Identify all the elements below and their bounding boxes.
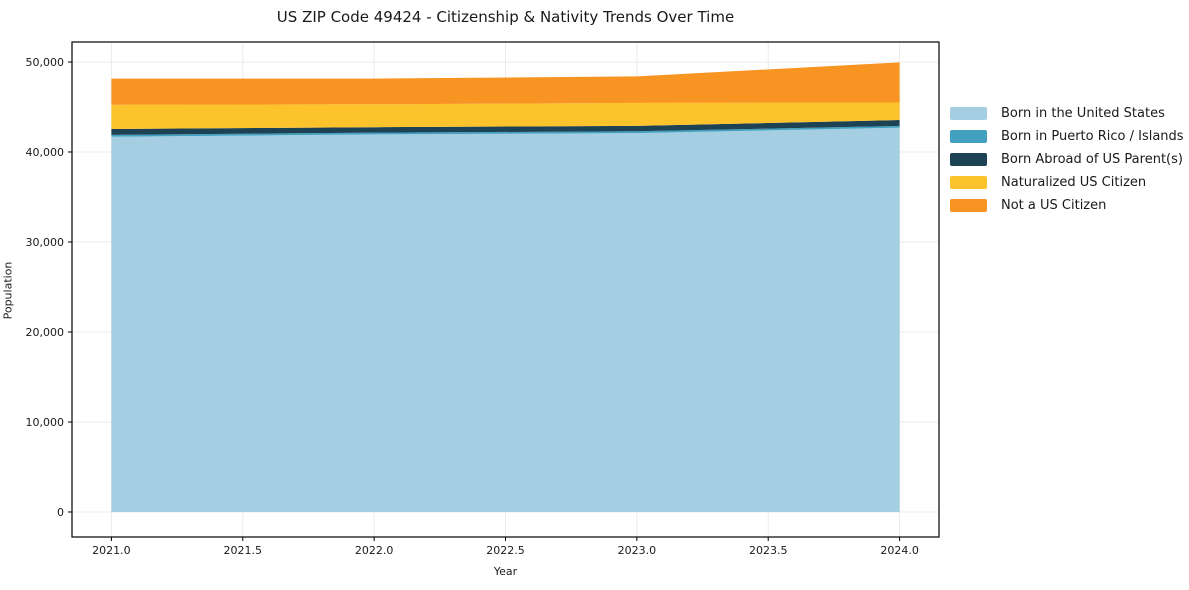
chart-title: US ZIP Code 49424 - Citizenship & Nativi… bbox=[276, 8, 735, 26]
legend: Born in the United States Born in Puerto… bbox=[950, 102, 1184, 217]
legend-item: Born in the United States bbox=[950, 102, 1184, 125]
legend-swatch-icon bbox=[950, 153, 987, 166]
y-tick-label: 10,000 bbox=[26, 416, 65, 429]
x-tick-label: 2021.5 bbox=[224, 544, 263, 557]
x-axis-label: Year bbox=[493, 565, 518, 578]
x-tick-label: 2021.0 bbox=[92, 544, 131, 557]
legend-item: Naturalized US Citizen bbox=[950, 171, 1184, 194]
legend-label: Born in Puerto Rico / Islands bbox=[1001, 129, 1184, 144]
area-series bbox=[111, 102, 900, 129]
legend-swatch-icon bbox=[950, 130, 987, 143]
y-tick-label: 0 bbox=[57, 506, 64, 519]
area-series bbox=[111, 125, 900, 137]
legend-label: Not a US Citizen bbox=[1001, 198, 1107, 213]
y-axis-label: Population bbox=[1, 261, 15, 320]
y-tick-label: 20,000 bbox=[26, 326, 65, 339]
y-tick-label: 50,000 bbox=[26, 56, 65, 69]
x-tick-label: 2023.0 bbox=[618, 544, 657, 557]
y-tick-label: 40,000 bbox=[26, 146, 65, 159]
x-tick-label: 2023.5 bbox=[749, 544, 788, 557]
legend-label: Born Abroad of US Parent(s) bbox=[1001, 152, 1183, 167]
area-series bbox=[111, 62, 900, 105]
x-tick-label: 2022.5 bbox=[486, 544, 525, 557]
x-tick-label: 2022.0 bbox=[355, 544, 394, 557]
y-tick-label: 30,000 bbox=[26, 236, 65, 249]
legend-item: Born Abroad of US Parent(s) bbox=[950, 148, 1184, 171]
legend-swatch-icon bbox=[950, 199, 987, 212]
x-tick-label: 2024.0 bbox=[880, 544, 919, 557]
area-series bbox=[111, 127, 900, 512]
legend-label: Naturalized US Citizen bbox=[1001, 175, 1147, 190]
legend-item: Not a US Citizen bbox=[950, 194, 1184, 217]
legend-swatch-icon bbox=[950, 107, 987, 120]
legend-swatch-icon bbox=[950, 176, 987, 189]
area-series bbox=[111, 120, 900, 135]
legend-item: Born in Puerto Rico / Islands bbox=[950, 125, 1184, 148]
legend-label: Born in the United States bbox=[1001, 106, 1165, 121]
